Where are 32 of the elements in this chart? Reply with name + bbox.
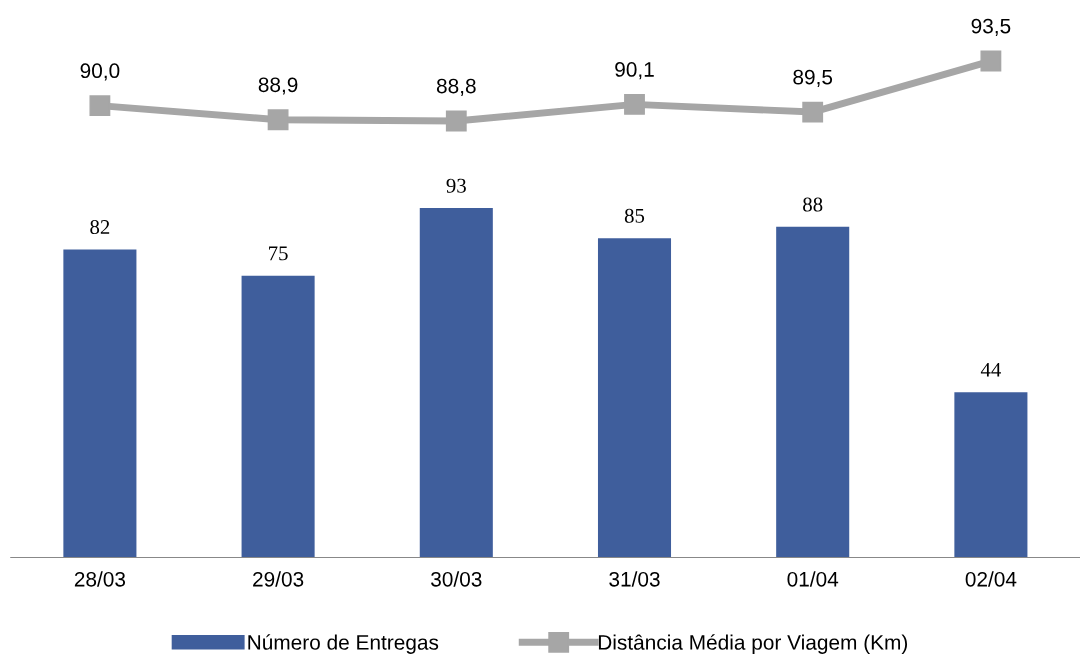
bar [419, 208, 493, 558]
legend-label: Número de Entregas [248, 634, 439, 654]
point [89, 95, 111, 117]
bar [241, 275, 315, 558]
x-tick-label: 30/03 [431, 571, 482, 587]
data-label: 93 [446, 178, 466, 193]
data-label: 75 [269, 246, 288, 261]
data-label: 88,8 [436, 78, 476, 96]
data-label: 93,5 [971, 18, 1011, 36]
x-tick-label: 29/03 [253, 571, 304, 587]
data-label: 85 [624, 208, 645, 223]
data-label: 82 [90, 220, 110, 235]
point [980, 50, 1002, 72]
x-tick-label: 28/03 [74, 571, 126, 587]
bar [954, 392, 1028, 558]
x-tick-label: 31/03 [609, 571, 660, 587]
x-tick-label: 02/04 [965, 571, 1017, 587]
bar [597, 238, 672, 558]
bar [63, 249, 137, 558]
bar [776, 226, 850, 558]
data-label: 90,1 [615, 62, 654, 80]
data-label: 44 [980, 362, 1001, 377]
data-label: 90,0 [80, 63, 120, 81]
data-label: 89,5 [793, 69, 833, 87]
x-tick-label: 01/04 [787, 571, 839, 587]
legend-label: Distância Média por Viagem (Km) [598, 634, 908, 654]
point [802, 101, 824, 123]
point [445, 110, 467, 132]
data-label: 88,9 [258, 77, 298, 95]
point [267, 109, 289, 131]
point [624, 93, 645, 115]
data-label: 88 [803, 197, 823, 212]
